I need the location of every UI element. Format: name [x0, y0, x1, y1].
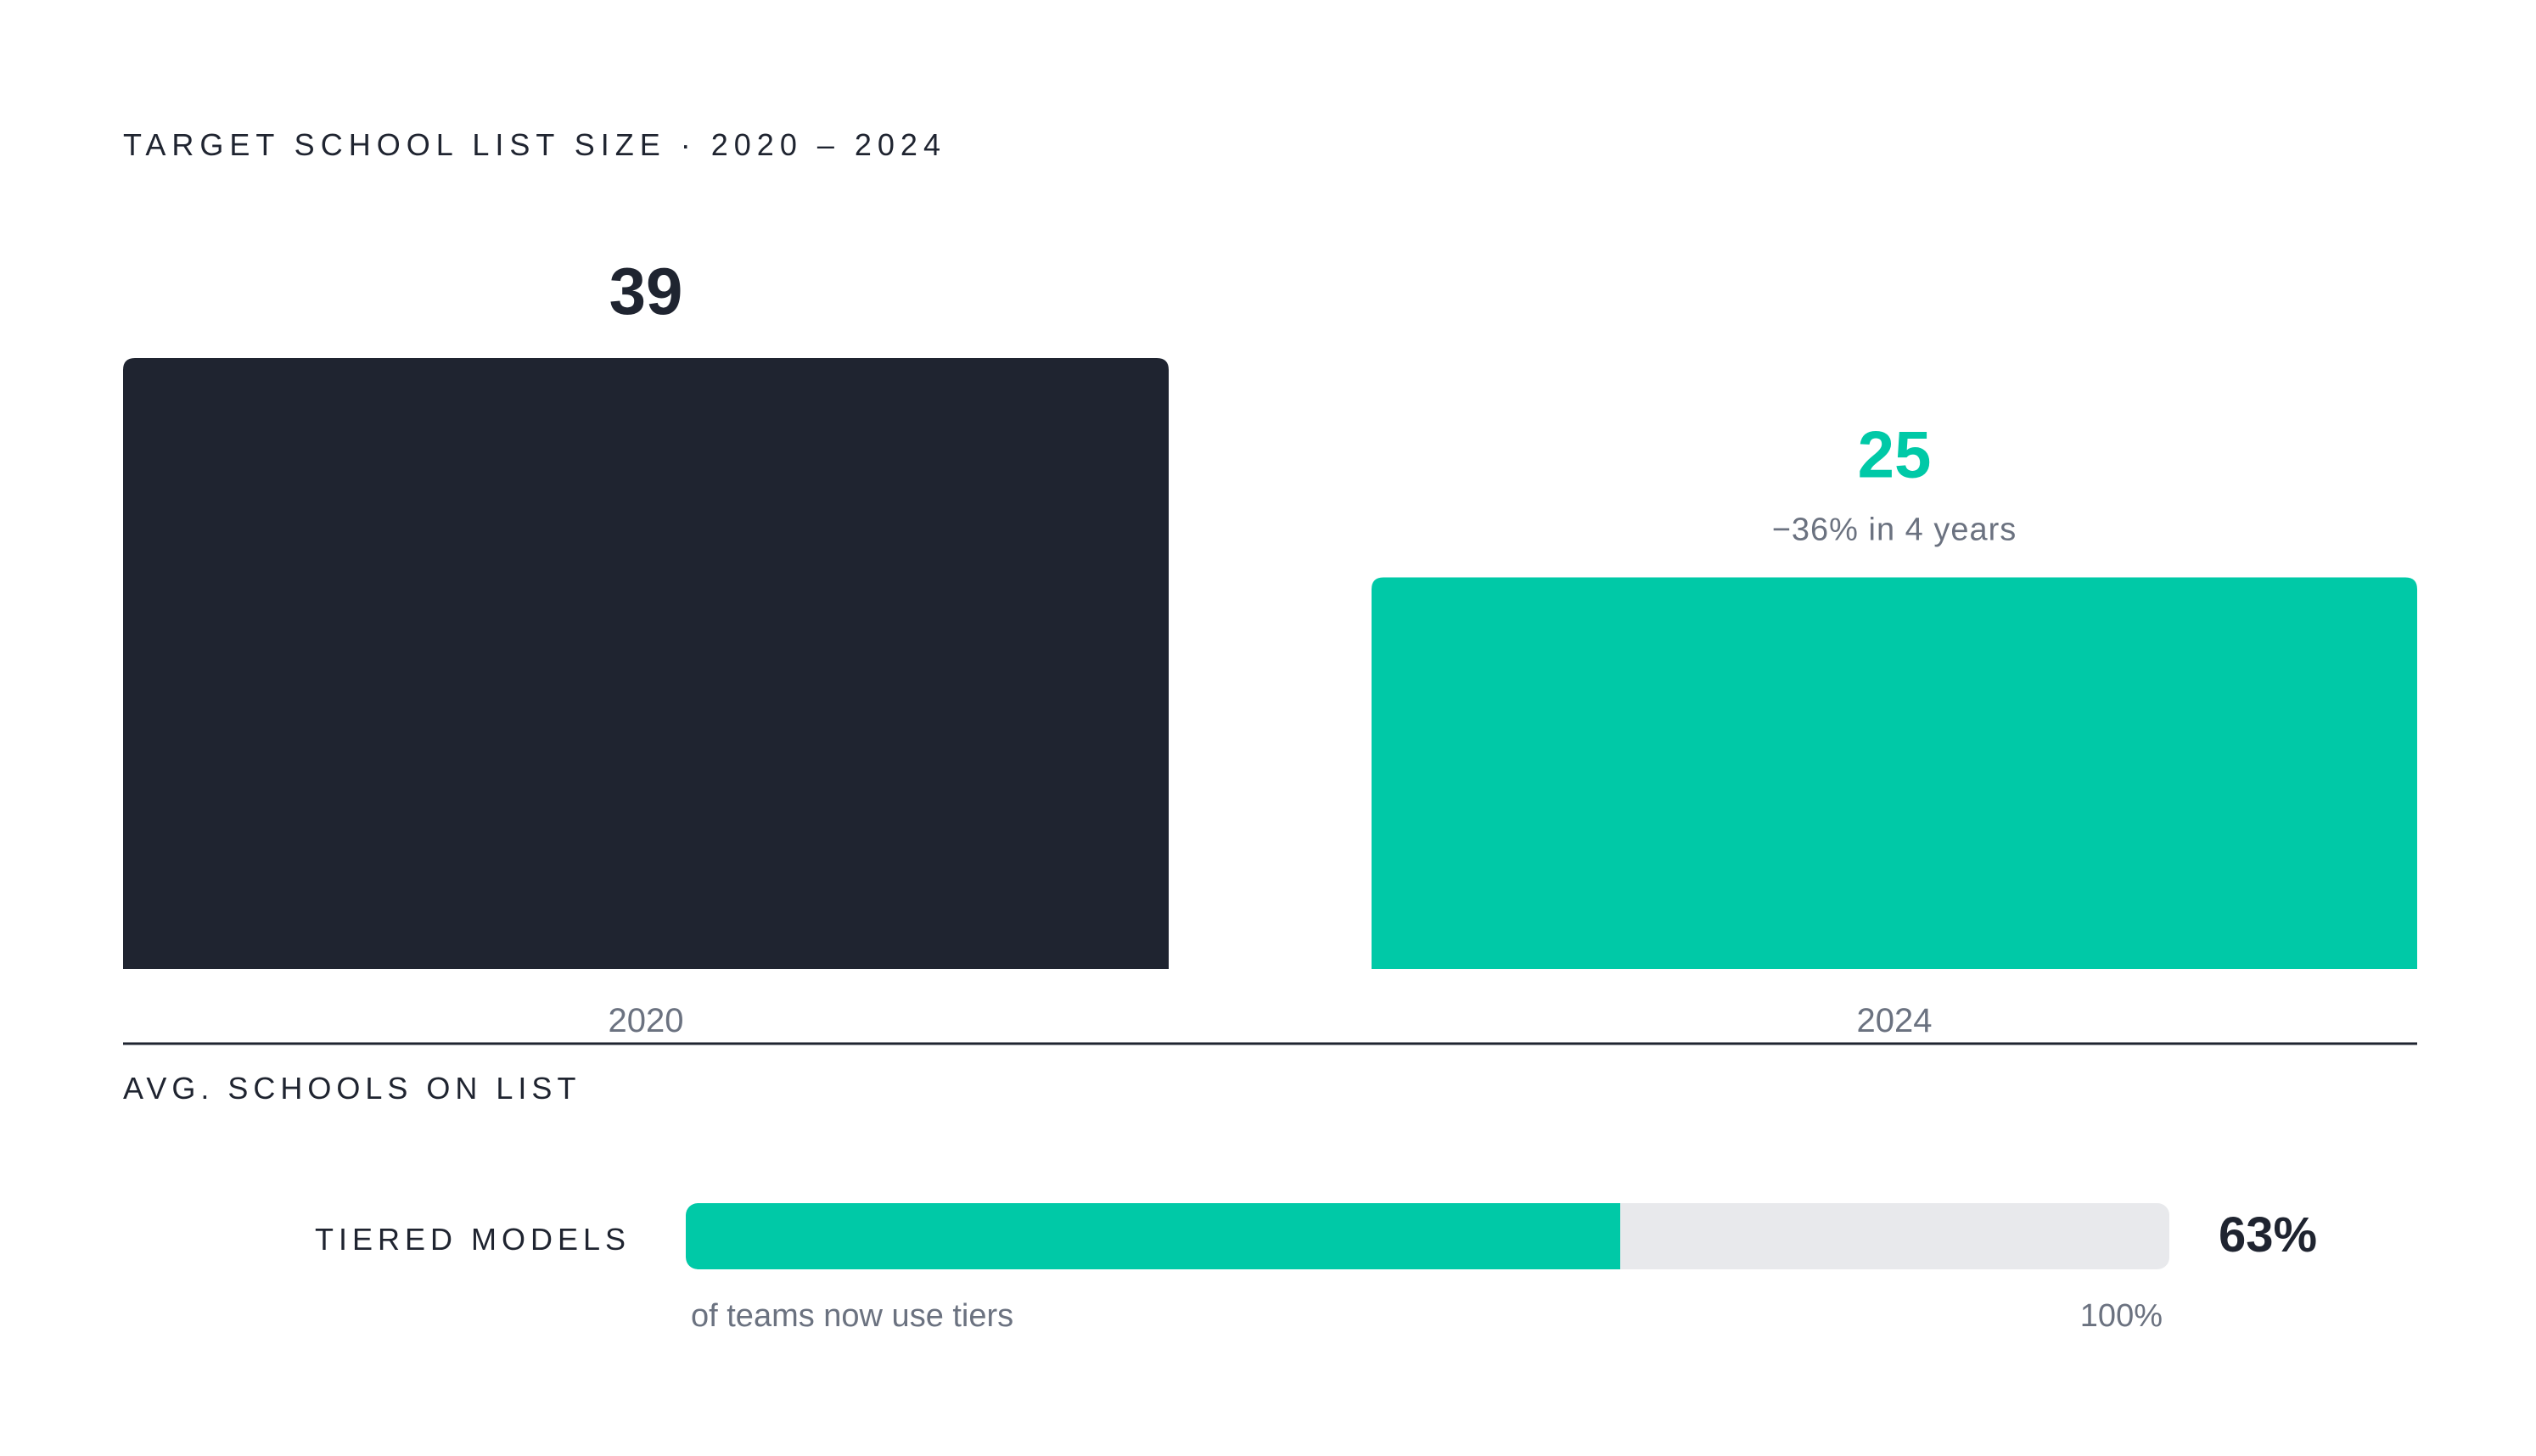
tick-label-2020: 2020	[609, 1002, 684, 1039]
x-axis-label: AVG. SCHOOLS ON LIST	[123, 1071, 581, 1106]
progress-track	[686, 1203, 2169, 1269]
progress-fill	[686, 1203, 1621, 1269]
metric-value: 63%	[2219, 1207, 2318, 1263]
data-label-2024: 25	[1858, 417, 1932, 491]
chart-title: TARGET SCHOOL LIST SIZE · 2020 – 2024	[123, 127, 946, 162]
bar-2024	[1372, 577, 2417, 969]
progress-max-label: 100%	[2079, 1298, 2163, 1334]
bar-2020	[123, 358, 1169, 969]
progress-caption: of teams now use tiers	[691, 1298, 1014, 1334]
data-label-2020: 39	[609, 254, 683, 328]
change-annotation: −36% in 4 years	[1772, 512, 2017, 547]
metric-label: TIERED MODELS	[314, 1222, 631, 1257]
tick-label-2024: 2024	[1857, 1002, 1933, 1039]
